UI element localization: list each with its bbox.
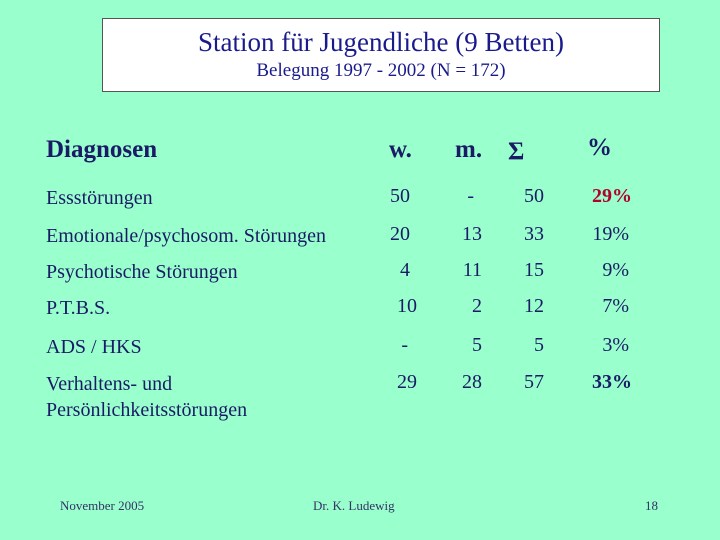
header-female: w. — [389, 136, 412, 163]
row-label: Verhaltens- und — [46, 373, 173, 395]
cell-female: 50 — [390, 185, 410, 207]
cell-female: 20 — [390, 223, 410, 245]
header-diagnosis: Diagnosen — [46, 136, 158, 163]
cell-male: 13 — [462, 223, 482, 245]
slide-title: Station für Jugendliche (9 Betten) — [198, 27, 564, 57]
row-label: Emotionale/psychosom. Störungen — [46, 225, 326, 247]
row-label: P.T.B.S. — [46, 297, 111, 319]
footer-author: Dr. K. Ludewig — [313, 498, 395, 513]
cell-percent: 7% — [602, 295, 629, 317]
cell-female: 29 — [397, 371, 417, 393]
footer-date: November 2005 — [60, 498, 145, 513]
cell-sum: 33 — [524, 223, 544, 245]
cell-male: - — [467, 185, 474, 207]
header-percent: % — [587, 134, 612, 161]
cell-female: - — [401, 334, 408, 356]
header-male: m. — [455, 136, 483, 163]
footer-page-number: 18 — [645, 498, 658, 513]
cell-sum: 50 — [524, 185, 544, 207]
cell-male: 28 — [462, 371, 482, 393]
cell-female: 4 — [400, 259, 410, 281]
cell-male: 2 — [472, 295, 482, 317]
cell-percent: 19% — [592, 223, 629, 245]
cell-percent: 3% — [602, 334, 629, 356]
cell-sum: 5 — [534, 334, 544, 356]
cell-percent: 29% — [592, 185, 632, 207]
cell-sum: 57 — [524, 371, 544, 393]
cell-male: 11 — [462, 259, 482, 281]
row-label: Psychotische Störungen — [46, 261, 238, 283]
cell-percent: 33% — [592, 371, 632, 393]
cell-sum: 15 — [524, 259, 544, 281]
cell-sum: 12 — [524, 295, 544, 317]
cell-percent: 9% — [602, 259, 629, 281]
row-label: Essstörungen — [46, 187, 153, 209]
cell-male: 5 — [472, 334, 482, 356]
title-box: Station für Jugendliche (9 Betten) Beleg… — [102, 18, 660, 92]
header-sum: Σ — [508, 138, 525, 165]
row-label: ADS / HKS — [46, 336, 142, 358]
cell-female: 10 — [397, 295, 417, 317]
row-label-continued: Persönlichkeitsstörungen — [46, 399, 248, 421]
slide-subtitle: Belegung 1997 - 2002 (N = 172) — [256, 60, 506, 81]
